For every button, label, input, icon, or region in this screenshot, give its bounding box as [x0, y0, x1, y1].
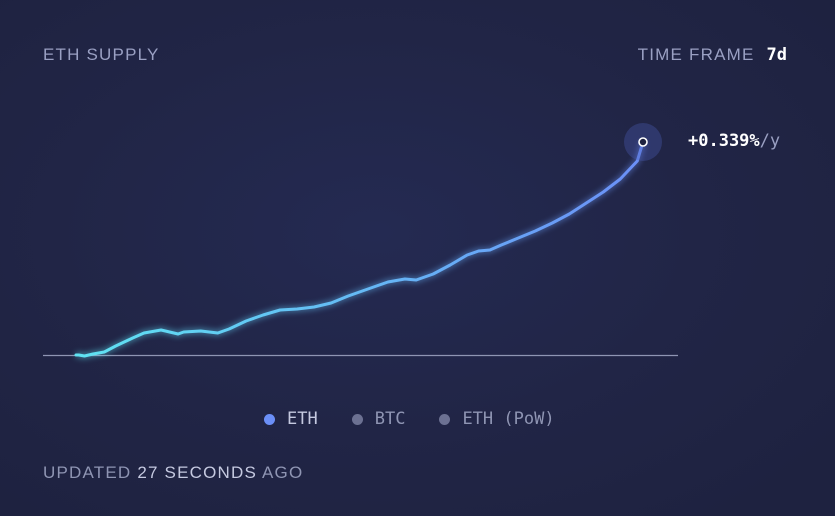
- chart-title: ETH SUPPLY: [43, 45, 160, 64]
- eth-pow-dot-icon: [439, 413, 451, 425]
- legend-item-eth-pow[interactable]: ETH (PoW): [439, 409, 555, 429]
- rate-unit: /y: [759, 131, 781, 151]
- legend-label-eth: ETH: [287, 409, 318, 429]
- rate-value: +0.339%: [688, 131, 760, 151]
- timeframe-selector[interactable]: 7d: [766, 45, 787, 65]
- current-point-marker[interactable]: [638, 137, 648, 147]
- legend-label-eth-pow: ETH (PoW): [462, 409, 555, 429]
- timeframe-label: TIME FRAME: [637, 45, 755, 64]
- eth-dot-icon: [264, 413, 275, 425]
- chart-legend: ETH BTC ETH (PoW): [264, 409, 555, 429]
- updated-prefix: UPDATED: [43, 463, 132, 482]
- updated-value: 27 SECONDS: [137, 463, 258, 482]
- btc-dot-icon: [351, 413, 363, 425]
- supply-growth-rate: +0.339%/y: [688, 131, 780, 151]
- legend-item-btc[interactable]: BTC: [351, 409, 406, 429]
- timeframe-control: TIME FRAME 7d: [638, 45, 787, 65]
- legend-item-eth[interactable]: ETH: [264, 409, 318, 429]
- legend-label-btc: BTC: [374, 409, 406, 429]
- eth-series-line: [74, 140, 645, 358]
- updated-suffix: AGO: [262, 463, 304, 482]
- updated-status: UPDATED 27 SECONDS AGO: [43, 463, 303, 483]
- eth-series-glow: [76, 141, 646, 360]
